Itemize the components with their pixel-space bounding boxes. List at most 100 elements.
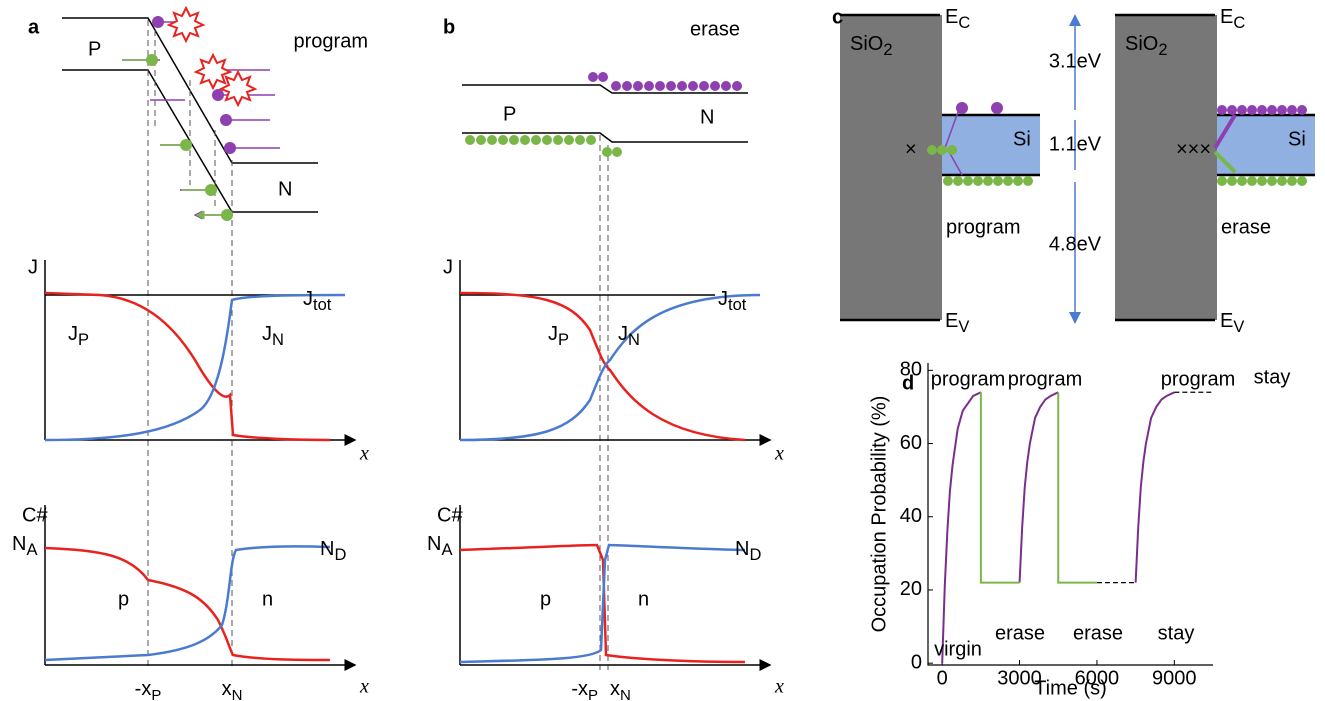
label: xN [222, 678, 243, 701]
x-tick-label: 9000 [1152, 667, 1197, 689]
label-main: x [222, 678, 232, 700]
label: Jtot [303, 288, 332, 314]
label-sub: A [441, 541, 452, 559]
panel-label: a [28, 16, 40, 38]
label-main: SiO [1125, 33, 1158, 55]
hole [465, 135, 475, 145]
electron [633, 81, 643, 91]
hole [937, 145, 947, 155]
label: Jtot [718, 288, 747, 314]
electron [710, 81, 720, 91]
axis [928, 363, 1213, 665]
annotation: stay [1254, 366, 1291, 388]
series-line [1097, 392, 1213, 582]
label-main: J [68, 323, 78, 345]
hole [1247, 176, 1257, 186]
label: EC [945, 6, 970, 32]
label: program [294, 30, 368, 52]
label: NA [12, 533, 37, 559]
label-sub: D [334, 546, 346, 564]
axis [460, 260, 770, 440]
label-main: J [262, 323, 272, 345]
hole [947, 145, 957, 155]
annotation: program [1161, 368, 1235, 390]
label: P [503, 103, 516, 125]
panel-label: c [832, 6, 843, 28]
label: x [774, 443, 784, 465]
label: J [443, 256, 453, 278]
hole [575, 135, 585, 145]
label: n [638, 588, 649, 610]
hole [1297, 176, 1307, 186]
electron [598, 72, 608, 82]
annotation: erase [1073, 622, 1123, 644]
hole [1227, 176, 1237, 186]
hole [1287, 176, 1297, 186]
label: n [262, 588, 273, 610]
annotation: stay [1158, 622, 1195, 644]
label-main: E [1220, 310, 1233, 332]
hole [520, 135, 530, 145]
y-tick-label: 20 [900, 578, 922, 600]
hole [1237, 176, 1247, 186]
x-axis-title: Time (s) [1034, 677, 1107, 699]
electron [677, 81, 687, 91]
guide [148, 20, 232, 670]
label-main: SiO [850, 33, 883, 55]
hole [1217, 176, 1227, 186]
figure: ×××× 0204060800300060009000Occupation Pr… [0, 0, 1325, 701]
label: ND [735, 538, 761, 564]
axis [45, 260, 355, 440]
hole [1003, 176, 1013, 186]
panel-b-shapes [460, 85, 770, 670]
hole [953, 176, 963, 186]
hole [553, 135, 563, 145]
hole [993, 176, 1003, 186]
p-curve [45, 548, 330, 660]
label: -xP [135, 678, 162, 701]
hole [983, 176, 993, 186]
hole [498, 135, 508, 145]
label: p [540, 588, 551, 610]
label-main: N [320, 538, 334, 560]
label-sub: N [620, 687, 631, 701]
label-sub: tot [313, 296, 332, 314]
y-tick-label: 40 [900, 505, 922, 527]
y-tick-label: 0 [911, 651, 922, 673]
label: EV [1220, 310, 1244, 336]
electron [622, 81, 632, 91]
electron [666, 81, 676, 91]
electron [1257, 105, 1267, 115]
label-sub: P [151, 687, 161, 701]
label: P [88, 38, 101, 60]
label-main: -x [571, 678, 588, 700]
label-main: N [12, 533, 26, 555]
label-main: E [945, 310, 958, 332]
label-sub: D [749, 546, 761, 564]
hole [476, 135, 486, 145]
label-main: J [303, 288, 313, 310]
hole [1023, 176, 1033, 186]
hole [963, 176, 973, 186]
y-tick-label: 60 [900, 432, 922, 454]
n-curve [45, 546, 330, 660]
label-sub: 2 [883, 41, 892, 59]
jp-curve [460, 293, 745, 440]
label: EC [1220, 6, 1245, 32]
page: {"panel_a":{"label":"a","mode":"program"… [0, 0, 1325, 701]
electron [688, 81, 698, 91]
electron [655, 81, 665, 91]
label-main: E [945, 6, 958, 28]
panel-label: b [443, 16, 455, 38]
label-main: N [735, 538, 749, 560]
hole [1257, 176, 1267, 186]
label: N [700, 106, 714, 128]
label-sub: C [958, 14, 970, 32]
label-sub: C [1233, 14, 1245, 32]
label: JP [548, 323, 569, 349]
axis [460, 505, 770, 665]
electron [1297, 105, 1307, 115]
electron [644, 81, 654, 91]
label: erase [690, 18, 740, 40]
